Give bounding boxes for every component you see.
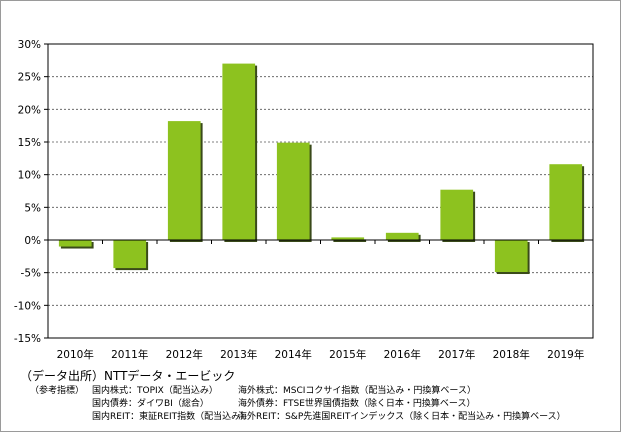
x-tick-label: 2011年 bbox=[111, 348, 148, 361]
reference-foreign-equity: 海外株式：MSCIコクサイ指数（配当込み・円換算ベース） bbox=[238, 386, 476, 396]
x-tick-label: 2018年 bbox=[493, 348, 530, 361]
reference-domestic-bond: 国内債券：ダイワBI（総合） bbox=[92, 399, 209, 409]
y-tick-label: 5% bbox=[24, 202, 41, 214]
y-tick-label: -10% bbox=[14, 300, 41, 312]
bar bbox=[58, 240, 92, 247]
y-tick-label: 10% bbox=[18, 170, 41, 182]
x-tick-label: 2015年 bbox=[329, 348, 366, 361]
x-tick-label: 2013年 bbox=[220, 348, 257, 361]
x-tick-label: 2019年 bbox=[547, 348, 584, 361]
reference-domestic-reit: 国内REIT：東証REIT指数（配当込み） bbox=[92, 412, 250, 422]
bar bbox=[440, 189, 474, 240]
y-tick-label: 15% bbox=[18, 137, 41, 149]
x-tick-label: 2016年 bbox=[384, 348, 421, 361]
grid-layer bbox=[48, 43, 593, 339]
x-tick-label: 2017年 bbox=[438, 348, 475, 361]
x-tick-label: 2010年 bbox=[57, 348, 94, 361]
y-tick-label: 0% bbox=[24, 235, 41, 247]
data-source-text: （データ出所）NTTデータ・エービック bbox=[20, 369, 236, 383]
axis-layer bbox=[44, 43, 594, 339]
bar bbox=[276, 142, 310, 240]
bar bbox=[331, 237, 365, 240]
plot-area-border bbox=[47, 43, 594, 339]
bar-layer bbox=[58, 63, 585, 275]
reference-foreign-reit: 海外REIT：S&P先進国REITインデックス（除く日本・配当込み・円換算ベース… bbox=[238, 412, 566, 422]
y-tick-label: 25% bbox=[18, 72, 41, 84]
y-tick-label: 20% bbox=[18, 104, 41, 116]
bar bbox=[385, 232, 419, 240]
x-tick-label: 2012年 bbox=[166, 348, 203, 361]
bar bbox=[494, 240, 528, 273]
label-layer: 30% 25% 20% 15% 10% 5% 0% -5% -10% -15% 2010年 2011年… bbox=[14, 39, 585, 361]
bar bbox=[167, 121, 201, 240]
reference-prefix: （参考指標） bbox=[30, 386, 85, 396]
x-tick-label: 2014年 bbox=[275, 348, 312, 361]
reference-domestic-equity: 国内株式：TOPIX（配当込み） bbox=[92, 386, 218, 396]
bar-shadow bbox=[333, 239, 367, 242]
y-tick-label: -5% bbox=[21, 268, 41, 280]
bar bbox=[549, 164, 583, 240]
bar bbox=[113, 240, 147, 269]
bar bbox=[222, 63, 256, 240]
y-tick-label: 30% bbox=[18, 39, 41, 51]
y-tick-label: -15% bbox=[14, 333, 41, 345]
reference-foreign-bond: 海外債券：FTSE世界国債指数（除く日本・円換算ベース） bbox=[238, 399, 476, 409]
